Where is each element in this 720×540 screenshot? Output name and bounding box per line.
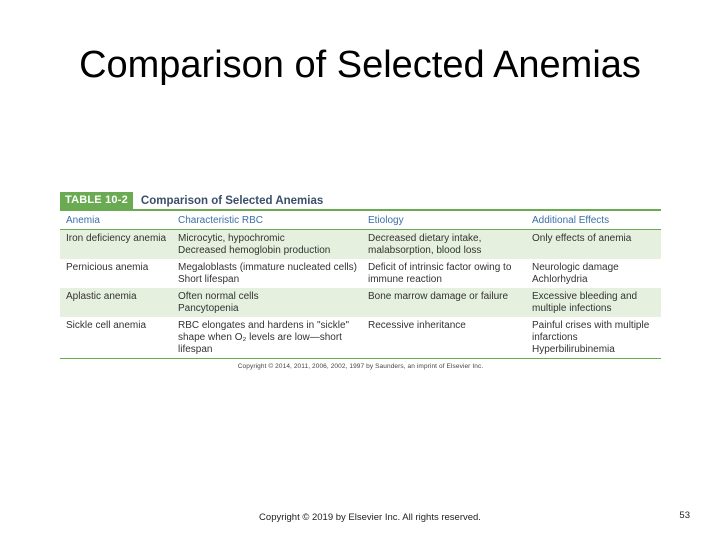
- cell-anemia: Iron deficiency anemia: [60, 229, 172, 259]
- cell-anemia: Sickle cell anemia: [60, 317, 172, 359]
- slide-title: Comparison of Selected Anemias: [79, 44, 641, 86]
- cell-additional-effects: Excessive bleeding and multiple infectio…: [526, 288, 661, 317]
- cell-characteristic-rbc: Megaloblasts (immature nucleated cells) …: [172, 259, 362, 288]
- cell-etiology: Deficit of intrinsic factor owing to imm…: [362, 259, 526, 288]
- cell-line: Pernicious anemia: [66, 262, 149, 273]
- cell-line: Aplastic anemia: [66, 291, 137, 302]
- cell-line: Decreased hemoglobin production: [178, 245, 331, 256]
- slide-copyright-footer: Copyright © 2019 by Elsevier Inc. All ri…: [259, 512, 481, 523]
- column-header-characteristic-rbc: Characteristic RBC: [172, 211, 362, 230]
- table-row: Aplastic anemia Often normal cells Pancy…: [60, 288, 661, 317]
- column-header-additional-effects: Additional Effects: [526, 211, 661, 230]
- cell-line: Often normal cells: [178, 291, 259, 302]
- cell-line: Short lifespan: [178, 274, 240, 285]
- cell-characteristic-rbc: Microcytic, hypochromic Decreased hemogl…: [172, 229, 362, 259]
- cell-additional-effects: Only effects of anemia: [526, 229, 661, 259]
- cell-line: Iron deficiency anemia: [66, 233, 167, 244]
- cell-line: Recessive inheritance: [368, 320, 466, 331]
- table-copyright: Copyright © 2014, 2011, 2006, 2002, 1997…: [237, 363, 484, 370]
- cell-etiology: Recessive inheritance: [362, 317, 526, 359]
- table-number-tag: TABLE 10-2: [60, 192, 133, 209]
- table-title: Comparison of Selected Anemias: [140, 194, 324, 207]
- cell-line: RBC elongates and hardens in "sickle": [178, 320, 350, 331]
- cell-line: multiple infections: [532, 303, 612, 314]
- cell-line: Only effects of anemia: [532, 233, 632, 244]
- cell-additional-effects: Painful crises with multiple infarctions…: [526, 317, 661, 359]
- cell-line: Deficit of intrinsic factor owing to: [368, 262, 512, 273]
- anemia-comparison-table: Anemia Characteristic RBC Etiology Addit…: [60, 211, 661, 359]
- cell-etiology: Decreased dietary intake, malabsorption,…: [362, 229, 526, 259]
- table-header-row: Anemia Characteristic RBC Etiology Addit…: [60, 211, 661, 230]
- cell-line: immune reaction: [368, 274, 442, 285]
- cell-line: Decreased dietary intake,: [368, 233, 482, 244]
- cell-etiology: Bone marrow damage or failure: [362, 288, 526, 317]
- cell-line: Neurologic damage: [532, 262, 619, 273]
- table-row: Sickle cell anemia RBC elongates and har…: [60, 317, 661, 359]
- cell-line: Hyperbilirubinemia: [532, 344, 615, 355]
- cell-line: shape when O₂ levels are low—short: [178, 332, 342, 343]
- cell-line: lifespan: [178, 344, 213, 355]
- cell-additional-effects: Neurologic damage Achlorhydria: [526, 259, 661, 288]
- table-caption: TABLE 10-2 Comparison of Selected Anemia…: [60, 192, 661, 211]
- cell-line: Achlorhydria: [532, 274, 588, 285]
- cell-anemia: Pernicious anemia: [60, 259, 172, 288]
- cell-line: Bone marrow damage or failure: [368, 291, 509, 302]
- column-header-anemia: Anemia: [60, 211, 172, 230]
- cell-line: infarctions: [532, 332, 578, 343]
- page-number: 53: [679, 510, 690, 521]
- table-row: Pernicious anemia Megaloblasts (immature…: [60, 259, 661, 288]
- table-row: Iron deficiency anemia Microcytic, hypoc…: [60, 229, 661, 259]
- cell-line: Pancytopenia: [178, 303, 239, 314]
- cell-line: Sickle cell anemia: [66, 320, 147, 331]
- cell-line: malabsorption, blood loss: [368, 245, 482, 256]
- cell-line: Excessive bleeding and: [532, 291, 638, 302]
- cell-characteristic-rbc: Often normal cells Pancytopenia: [172, 288, 362, 317]
- cell-line: Megaloblasts (immature nucleated cells): [178, 262, 357, 273]
- comparison-table-figure: TABLE 10-2 Comparison of Selected Anemia…: [60, 192, 661, 370]
- column-header-etiology: Etiology: [362, 211, 526, 230]
- cell-line: Microcytic, hypochromic: [178, 233, 285, 244]
- cell-line: Painful crises with multiple: [532, 320, 650, 331]
- cell-characteristic-rbc: RBC elongates and hardens in "sickle" sh…: [172, 317, 362, 359]
- cell-anemia: Aplastic anemia: [60, 288, 172, 317]
